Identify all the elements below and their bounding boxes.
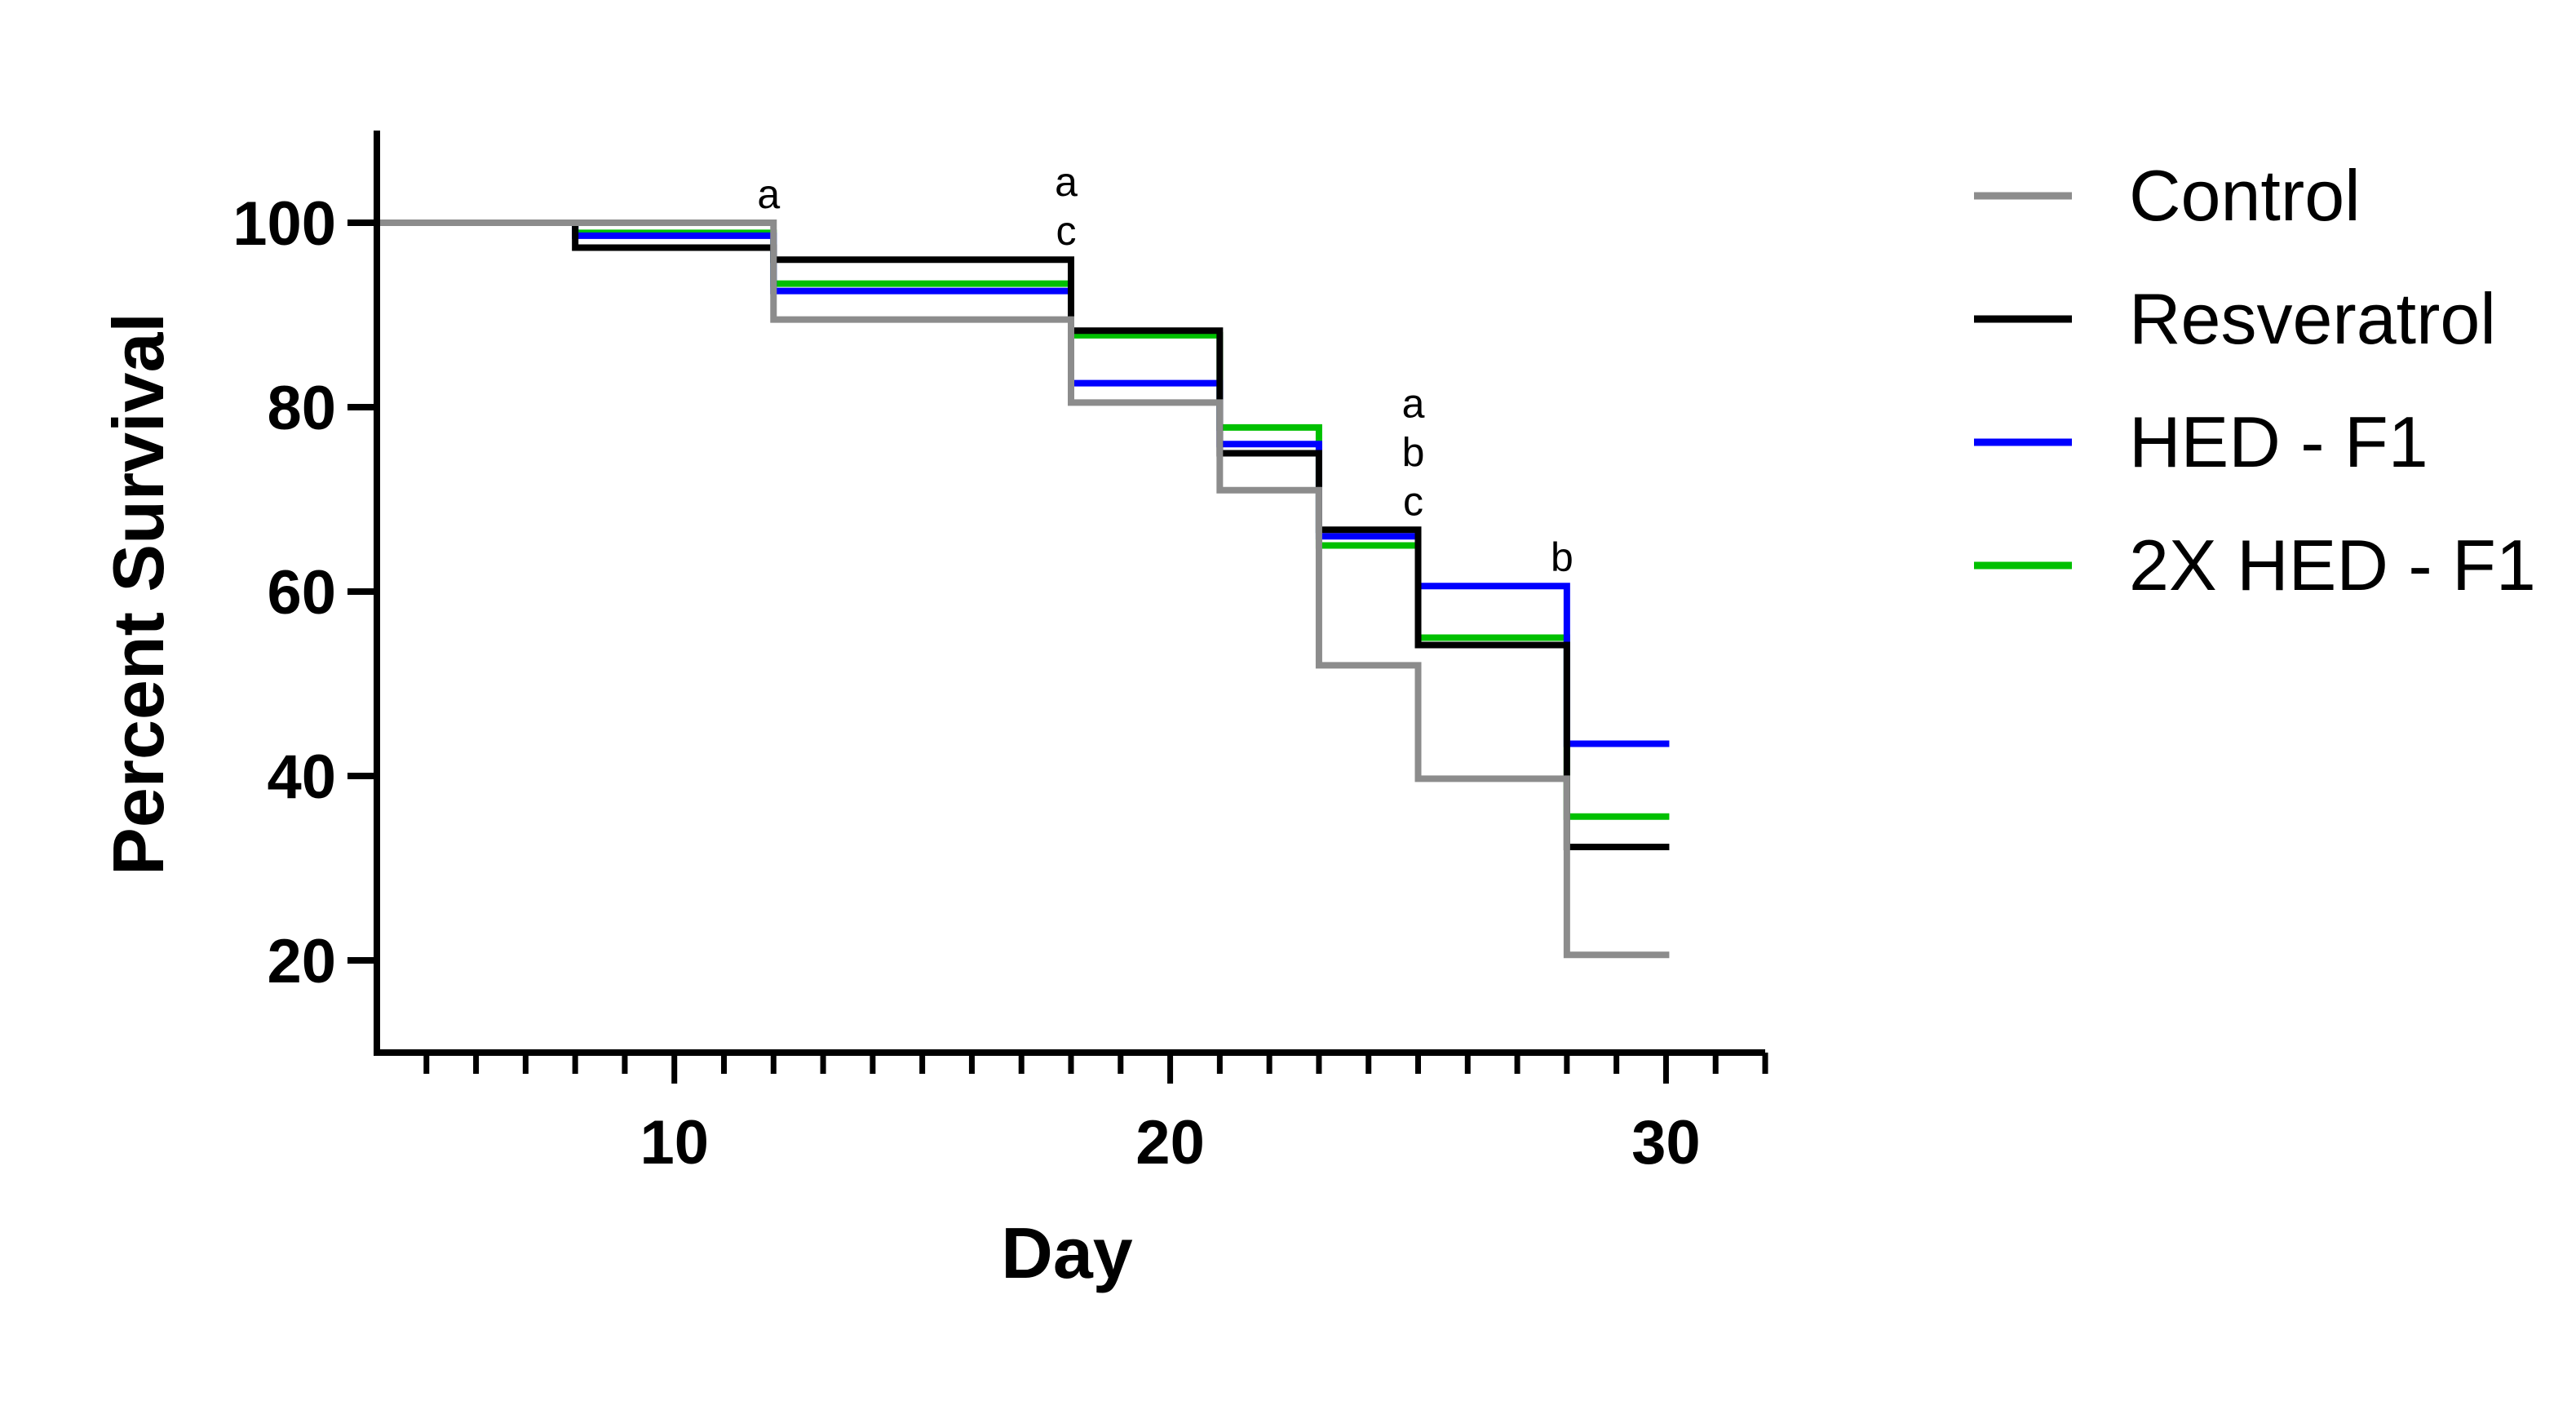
- significance-label: b: [1402, 429, 1425, 475]
- y-tick-label: 20: [267, 927, 336, 996]
- legend-label: Resveratrol: [2129, 278, 2496, 359]
- legend-label: HED - F1: [2129, 401, 2428, 482]
- series-line-hed-f1: [374, 219, 1670, 747]
- x-tick-label: 20: [1135, 1108, 1205, 1177]
- y-axis-title: Percent Survival: [98, 313, 179, 876]
- x-axis-title: Day: [1001, 1213, 1132, 1293]
- significance-label: c: [1403, 478, 1423, 524]
- x-tick-label: 10: [640, 1108, 709, 1177]
- significance-label: a: [1055, 159, 1078, 205]
- series-layer: [374, 219, 1670, 959]
- y-tick-label: 40: [267, 743, 336, 812]
- legend: Control Resveratrol HED - F1 2X HED - F1: [1974, 155, 2536, 605]
- legend-label: Control: [2129, 155, 2361, 236]
- x-tick-label: 30: [1631, 1108, 1701, 1177]
- y-tick-label: 80: [267, 374, 336, 443]
- legend-label: 2X HED - F1: [2129, 525, 2536, 605]
- series-line-resveratrol: [374, 219, 1670, 851]
- y-tick-label: 100: [232, 189, 336, 259]
- y-tick-label: 60: [267, 558, 336, 627]
- series-line-control: [374, 219, 1670, 959]
- significance-label: c: [1056, 208, 1077, 254]
- series-line-2x-hed-f1: [374, 219, 1670, 820]
- significance-label: a: [757, 171, 780, 217]
- significance-label: a: [1402, 380, 1425, 426]
- ticks: 20 40 60 80 100 10 20 30: [232, 189, 1768, 1177]
- significance-label: b: [1551, 534, 1573, 580]
